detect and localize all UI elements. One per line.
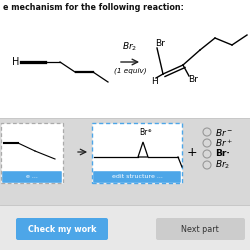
Text: Next part: Next part [181, 224, 219, 234]
Text: +: + [187, 146, 197, 158]
Text: Br: Br [139, 128, 147, 137]
Text: e ...: e ... [26, 174, 38, 180]
FancyBboxPatch shape [2, 171, 62, 183]
Bar [0, 205, 250, 250]
Bar [0, 0, 250, 118]
Text: $Br_2$: $Br_2$ [122, 40, 138, 53]
Text: H: H [152, 78, 158, 86]
Text: $Br^+$: $Br^+$ [215, 137, 233, 149]
Text: Check my work: Check my work [28, 224, 96, 234]
Text: $Br_2$: $Br_2$ [215, 159, 230, 171]
Text: (1 equiv): (1 equiv) [114, 68, 146, 74]
Text: edit structure ...: edit structure ... [112, 174, 162, 180]
FancyBboxPatch shape [1, 123, 63, 183]
Text: Br: Br [188, 76, 198, 84]
Text: e mechanism for the following reaction:: e mechanism for the following reaction: [3, 3, 184, 12]
FancyBboxPatch shape [93, 171, 181, 183]
Bar [0, 118, 250, 205]
FancyBboxPatch shape [156, 218, 245, 240]
Text: $^{\oplus}$: $^{\oplus}$ [147, 129, 153, 134]
FancyBboxPatch shape [16, 218, 108, 240]
Text: H: H [12, 57, 20, 67]
Text: Br: Br [155, 38, 165, 48]
Text: Br·: Br· [215, 150, 230, 158]
FancyBboxPatch shape [92, 123, 182, 183]
Text: $Br^-$: $Br^-$ [215, 126, 233, 138]
